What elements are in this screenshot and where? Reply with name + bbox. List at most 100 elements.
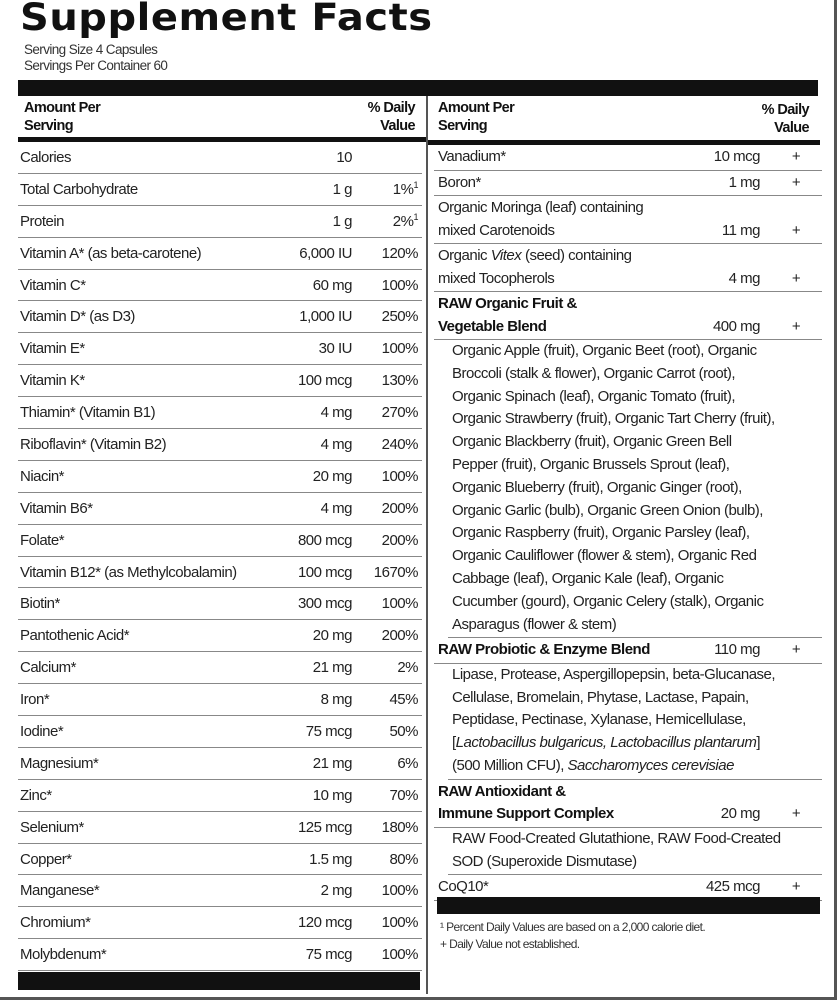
nutrient-amount: 400 mg bbox=[712, 317, 761, 335]
nutrient-name: Molybdenum* bbox=[20, 946, 107, 964]
nutrient-name: Vitamin K* bbox=[20, 372, 85, 390]
daily-value-text: 100% bbox=[381, 340, 419, 358]
nutrient-name: Vitamin A* (as beta-carotene) bbox=[20, 244, 202, 262]
right-amount-header: Amount Per Serving bbox=[438, 100, 515, 134]
text-line: Immune Support Complex bbox=[438, 803, 670, 826]
text-segment: Asparagus (flower & stem) bbox=[452, 615, 617, 633]
nutrient-name: Chromium* bbox=[20, 914, 91, 932]
nutrient-amount: 30 IU bbox=[318, 340, 353, 358]
footnote-percent: ¹ Percent Daily Values are based on a 2,… bbox=[440, 920, 706, 934]
text-line: [Lactobacillus bulgaricus, Lactobacillus… bbox=[452, 732, 822, 755]
servings-per-container: Servings Per Container 60 bbox=[24, 58, 168, 73]
text-segment: Organic Cauliflower (flower & stem), Org… bbox=[452, 547, 757, 565]
nutrient-row: Folate* 800 mcg 200% bbox=[18, 525, 422, 557]
daily-value-text: 120% bbox=[381, 244, 419, 262]
nutrient-amount: 125 mcg bbox=[297, 818, 353, 836]
nutrient-name: Riboflavin* (Vitamin B2) bbox=[20, 435, 167, 453]
text-line: Cucumber (gourd), Organic Celery (stalk)… bbox=[452, 591, 822, 614]
blend-row: RAW Antioxidant & Immune Support Complex 2… bbox=[434, 780, 822, 828]
nutrient-daily-value: 200% bbox=[352, 532, 422, 549]
text-segment: RAW Organic Fruit & bbox=[438, 295, 577, 312]
nutrient-daily-value: 240% bbox=[352, 436, 422, 453]
blend-row: RAW Organic Fruit & Vegetable Blend 400 mg… bbox=[434, 292, 822, 340]
left-amount-header: Amount Per Serving bbox=[24, 100, 101, 134]
text-line: Organic Raspberry (fruit), Organic Parsl… bbox=[452, 522, 822, 545]
nutrient-daily-value: 6% bbox=[352, 755, 422, 772]
text-line: Organic Cauliflower (flower & stem), Org… bbox=[452, 545, 822, 568]
nutrient-amount: 4 mg bbox=[320, 404, 353, 422]
text-segment: mixed Tocopherols bbox=[438, 269, 555, 287]
footnote-plus: + Daily Value not established. bbox=[440, 937, 580, 951]
text-line: mixed Carotenoids bbox=[438, 220, 670, 243]
right-bottom-bar bbox=[437, 897, 820, 914]
nutrient-daily-value: 130% bbox=[352, 372, 422, 389]
daily-value-text: 100% bbox=[381, 914, 419, 932]
left-bottom-bar bbox=[18, 972, 420, 990]
nutrient-amount: 20 mg bbox=[720, 805, 761, 823]
nutrient-name: Copper* bbox=[20, 850, 72, 868]
text-segment: CoQ10* bbox=[438, 878, 489, 896]
nutrient-row: Vitamin D* (as D3) 1,000 IU 250% bbox=[18, 301, 422, 334]
nutrient-name: Biotin* bbox=[20, 595, 60, 613]
text-segment: ] bbox=[756, 734, 761, 752]
text-line: CoQ10* bbox=[438, 876, 670, 899]
daily-value-text: 45% bbox=[389, 691, 418, 709]
nutrient-name: Vitamin D* (as D3) bbox=[20, 308, 135, 326]
column-divider bbox=[426, 96, 428, 994]
nutrient-row: Vitamin C* 60 mg 100% bbox=[18, 270, 422, 302]
left-header-rule bbox=[18, 137, 426, 142]
nutrient-row: Vitamin E* 30 IU 100% bbox=[18, 333, 422, 366]
text-segment: Vanadium* bbox=[438, 148, 506, 165]
text-line: RAW Probiotic & Enzyme Blend bbox=[438, 639, 670, 662]
nutrient-row: Zinc* 10 mg 70% bbox=[18, 780, 422, 812]
nutrient-row: Chromium* 120 mcg 100% bbox=[18, 907, 422, 940]
text-segment: RAW Antioxidant & bbox=[438, 782, 566, 800]
nutrient-daily-value: + bbox=[791, 221, 801, 239]
text-segment: [ bbox=[452, 734, 456, 752]
nutrient-daily-value: 80% bbox=[352, 851, 422, 868]
daily-value-text: 200% bbox=[381, 627, 419, 645]
text-segment: Organic Apple (fruit), Organic Beet (roo… bbox=[452, 342, 757, 359]
nutrient-daily-value: 2%1 bbox=[352, 212, 422, 230]
nutrient-row: Biotin* 300 mcg 100% bbox=[18, 588, 422, 621]
right-header-rule bbox=[428, 140, 820, 145]
nutrient-daily-value: 70% bbox=[352, 787, 422, 804]
text-segment: Organic Strawberry (fruit), Organic Tart… bbox=[452, 410, 775, 428]
text-segment: Cabbage (leaf), Organic Kale (leaf), Org… bbox=[452, 569, 724, 587]
nutrient-daily-value: 1670% bbox=[352, 564, 422, 581]
nutrient-row: Iodine* 75 mcg 50% bbox=[18, 716, 422, 748]
nutrient-name: Folate* bbox=[20, 531, 65, 549]
daily-value-text: 50% bbox=[389, 722, 418, 740]
daily-value-text: 240% bbox=[381, 435, 419, 453]
nutrient-name: Thiamin* (Vitamin B1) bbox=[20, 404, 156, 422]
text-segment: Boron* bbox=[438, 173, 481, 191]
text-line: Asparagus (flower & stem) bbox=[452, 614, 822, 637]
text-line: Organic Apple (fruit), Organic Beet (roo… bbox=[452, 340, 822, 363]
footnote-marker: 1 bbox=[413, 212, 418, 223]
nutrient-name: Vanadium* bbox=[434, 146, 670, 169]
daily-value-text: 80% bbox=[389, 850, 418, 868]
italic-text: Lactobacillus bulgaricus, Lactobacillus … bbox=[455, 734, 757, 752]
text-segment: Cucumber (gourd), Organic Celery (stalk)… bbox=[452, 592, 764, 610]
daily-value-text: 1670% bbox=[373, 563, 419, 581]
nutrient-amount: 4 mg bbox=[728, 269, 761, 287]
text-line: Cellulase, Bromelain, Phytase, Lactase, … bbox=[452, 687, 822, 710]
nutrient-amount: 11 mg bbox=[721, 221, 761, 239]
text-segment: Lipase, Protease, Aspergillopepsin, beta… bbox=[452, 665, 776, 683]
nutrient-name: Manganese* bbox=[20, 882, 100, 900]
text-line: Organic Garlic (bulb), Organic Green Oni… bbox=[452, 500, 822, 523]
nutrient-daily-value: + bbox=[791, 641, 801, 659]
nutrient-amount: 10 mcg bbox=[713, 148, 761, 165]
daily-value-text: 250% bbox=[381, 308, 419, 326]
daily-value-text: 200% bbox=[381, 499, 419, 517]
nutrient-amount: 1 mg bbox=[728, 173, 761, 191]
text-segment: Organic Spinach (leaf), Organic Tomato (… bbox=[452, 387, 736, 405]
nutrient-daily-value: 200% bbox=[352, 627, 422, 644]
text-segment: Organic Blueberry (fruit), Organic Ginge… bbox=[452, 478, 742, 496]
nutrient-row: Pantothenic Acid* 20 mg 200% bbox=[18, 620, 422, 653]
nutrient-amount: 1 g bbox=[332, 180, 353, 198]
daily-value-text: 100% bbox=[381, 882, 419, 900]
nutrient-name: RAW Antioxidant & Immune Support Complex bbox=[434, 781, 670, 826]
nutrient-row: Organic Moringa (leaf) containing mixed C… bbox=[434, 196, 822, 244]
text-line: Organic Vitex (seed) containing bbox=[438, 245, 670, 268]
